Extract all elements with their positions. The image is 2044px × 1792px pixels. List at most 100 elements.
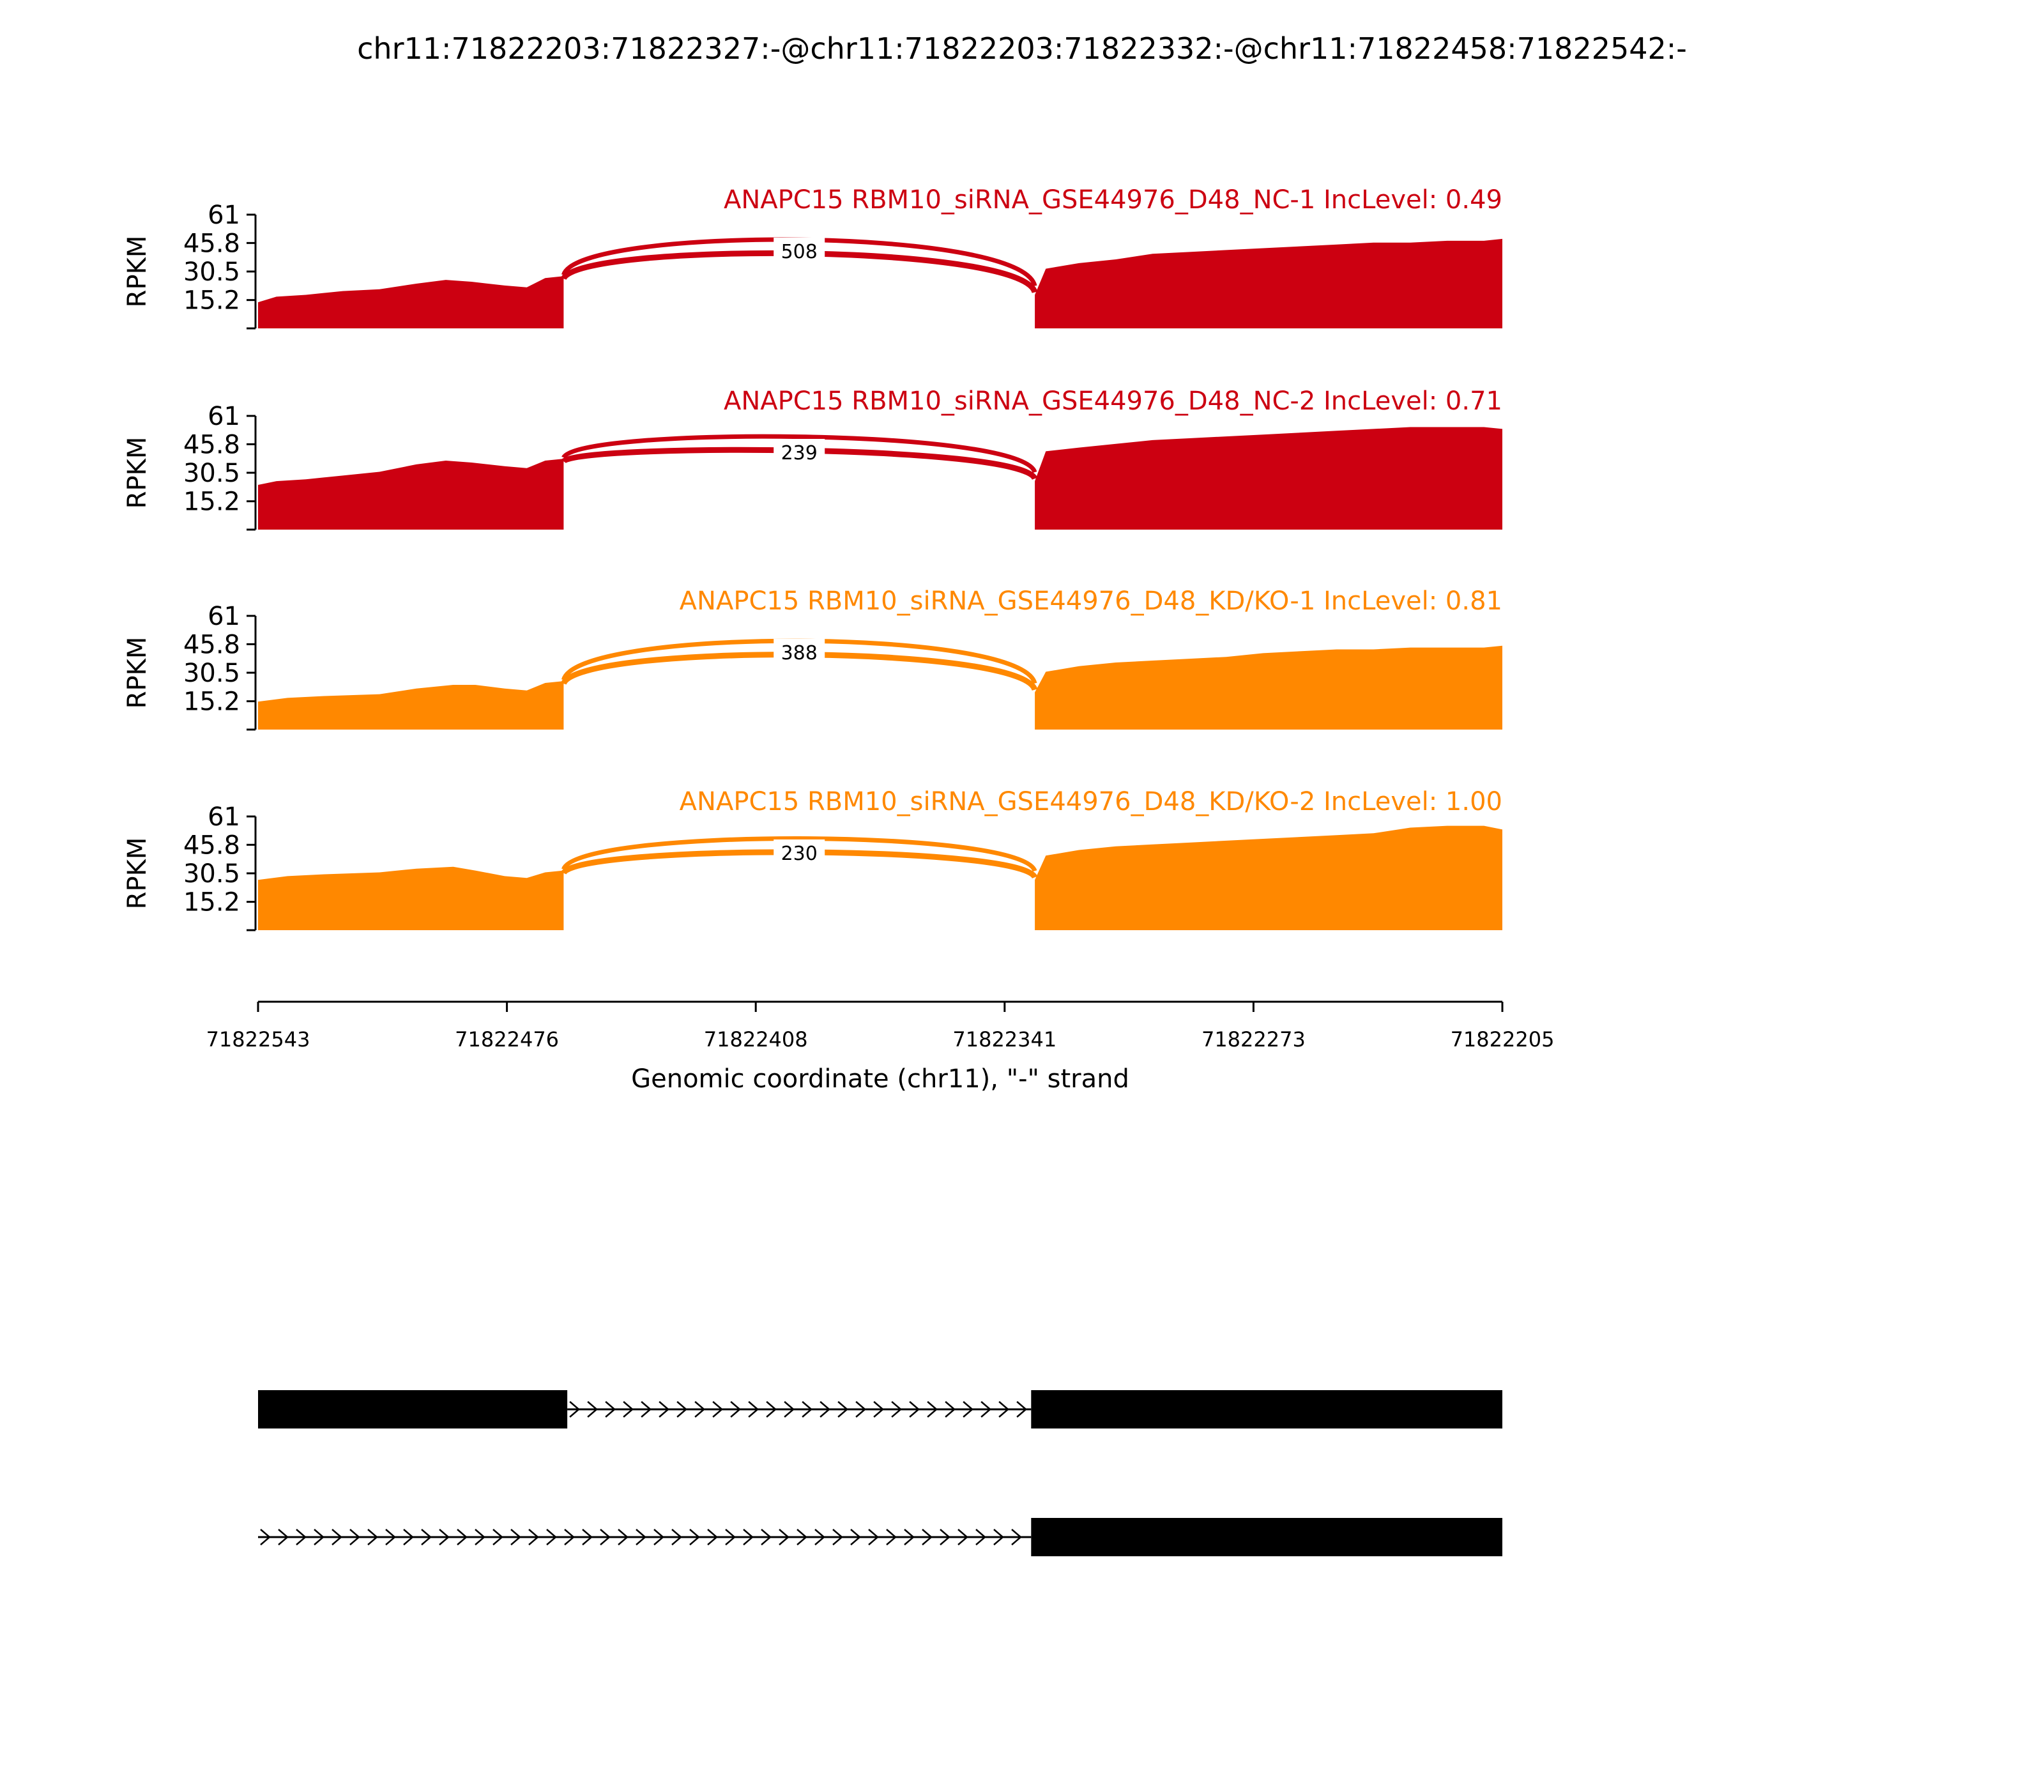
coverage-area	[1035, 427, 1502, 530]
exon-block	[1031, 1518, 1502, 1556]
strand-arrow-icon	[653, 1529, 664, 1545]
strand-arrow-icon	[963, 1401, 974, 1418]
strand-arrow-icon	[587, 1401, 599, 1418]
junction-label: 388	[781, 642, 818, 664]
strand-arrow-icon	[940, 1529, 950, 1545]
junction-arc-upper	[561, 836, 1037, 872]
strand-arrow-icon	[385, 1529, 396, 1545]
strand-arrow-icon	[909, 1401, 920, 1418]
y-tick-label: 61	[208, 602, 240, 631]
strand-arrow-icon	[922, 1529, 933, 1545]
y-tick-label: 15.2	[183, 687, 240, 717]
coverage-area	[258, 866, 564, 930]
strand-arrow-icon	[332, 1529, 342, 1545]
strand-arrow-icon	[564, 1529, 575, 1545]
strand-arrow-icon	[850, 1529, 861, 1545]
figure-title: chr11:71822203:71822327:-@chr11:71822203…	[357, 31, 1687, 66]
strand-arrow-icon	[980, 1401, 992, 1418]
strand-arrow-icon	[886, 1529, 897, 1545]
strand-arrow-icon	[528, 1529, 539, 1545]
strand-arrow-icon	[855, 1401, 867, 1418]
strand-arrow-icon	[766, 1401, 777, 1418]
exon-block	[1031, 1390, 1502, 1428]
coverage-area	[258, 276, 564, 328]
x-tick-label: 71822476	[455, 1027, 559, 1052]
strand-arrow-icon	[457, 1529, 468, 1545]
strand-arrow-icon	[797, 1529, 807, 1545]
junction-label: 230	[781, 843, 818, 865]
strand-arrow-icon	[725, 1529, 736, 1545]
y-axis-label: RPKM	[123, 637, 152, 709]
strand-arrow-icon	[659, 1401, 670, 1418]
strand-arrow-icon	[779, 1529, 789, 1545]
y-axis-label: RPKM	[123, 236, 152, 308]
junction-label-box	[774, 839, 825, 865]
strand-arrow-icon	[314, 1529, 324, 1545]
strand-arrow-icon	[636, 1529, 646, 1545]
y-tick-label: 61	[208, 402, 240, 431]
sample-title: ANAPC15 RBM10_siRNA_GSE44976_D48_KD/KO-1…	[680, 586, 1502, 616]
y-tick-label: 15.2	[183, 888, 240, 917]
strand-arrow-icon	[1011, 1529, 1022, 1545]
junction-arc-upper	[561, 434, 1037, 473]
strand-arrow-icon	[367, 1529, 378, 1545]
strand-arrow-icon	[891, 1401, 903, 1418]
strand-arrow-icon	[712, 1401, 724, 1418]
y-tick-label: 30.5	[183, 859, 240, 889]
strand-arrow-icon	[868, 1529, 879, 1545]
y-tick-label: 30.5	[183, 459, 240, 488]
y-tick-label: 61	[208, 201, 240, 230]
strand-arrow-icon	[676, 1401, 688, 1418]
strand-arrow-icon	[546, 1529, 557, 1545]
strand-arrow-icon	[927, 1401, 938, 1418]
strand-arrow-icon	[582, 1529, 593, 1545]
x-tick-label: 71822341	[952, 1027, 1056, 1052]
coverage-area	[258, 459, 564, 530]
strand-arrow-icon	[873, 1401, 885, 1418]
sample-title: ANAPC15 RBM10_siRNA_GSE44976_D48_NC-2 In…	[724, 387, 1502, 416]
y-tick-label: 45.8	[183, 831, 240, 860]
strand-arrow-icon	[492, 1529, 503, 1545]
strand-arrow-icon	[975, 1529, 986, 1545]
strand-arrow-icon	[278, 1529, 289, 1545]
strand-arrow-icon	[605, 1401, 616, 1418]
transcript-model	[258, 1390, 1502, 1428]
strand-arrow-icon	[569, 1401, 581, 1418]
strand-arrow-icon	[689, 1529, 700, 1545]
sample-panel: 388 ANAPC15 RBM10_siRNA_GSE44976_D48_KD/K…	[123, 586, 1502, 731]
strand-arrow-icon	[707, 1529, 718, 1545]
y-tick-label: 30.5	[183, 659, 240, 688]
y-tick-label: 45.8	[183, 229, 240, 258]
strand-arrow-icon	[260, 1529, 271, 1545]
strand-arrow-icon	[832, 1529, 843, 1545]
strand-arrow-icon	[993, 1529, 1004, 1545]
strand-arrow-icon	[623, 1401, 634, 1418]
sample-panel: 239 ANAPC15 RBM10_siRNA_GSE44976_D48_NC-2…	[123, 387, 1502, 531]
junction-label: 508	[781, 241, 818, 263]
strand-arrow-icon	[998, 1401, 1010, 1418]
strand-arrow-icon	[618, 1529, 629, 1545]
coverage-area	[258, 681, 564, 730]
strand-arrow-icon	[784, 1401, 795, 1418]
x-tick-label: 71822408	[704, 1027, 808, 1052]
strand-arrow-icon	[510, 1529, 521, 1545]
x-axis: 71822543 71822476 71822408 71822341 71822273…	[206, 1000, 1554, 1094]
x-tick-label: 71822543	[206, 1027, 310, 1052]
strand-arrow-icon	[403, 1529, 414, 1545]
strand-arrow-icon	[439, 1529, 450, 1545]
sample-panel: 230 ANAPC15 RBM10_siRNA_GSE44976_D48_KD/K…	[123, 787, 1502, 931]
strand-arrow-icon	[945, 1401, 956, 1418]
y-axis-label: RPKM	[123, 838, 152, 910]
strand-arrow-icon	[694, 1401, 706, 1418]
strand-arrow-icon	[1016, 1401, 1028, 1418]
junction-label-box	[774, 439, 825, 464]
junction-label: 239	[781, 442, 818, 464]
strand-arrow-icon	[748, 1401, 759, 1418]
y-axis-label: RPKM	[123, 437, 152, 509]
sample-panel: 508 ANAPC15 RBM10_siRNA_GSE44976_D48_NC-1…	[123, 185, 1502, 330]
coverage-area	[1035, 238, 1502, 328]
x-axis-label: Genomic coordinate (chr11), "-" strand	[631, 1064, 1129, 1094]
sample-title: ANAPC15 RBM10_siRNA_GSE44976_D48_NC-1 In…	[724, 185, 1502, 215]
